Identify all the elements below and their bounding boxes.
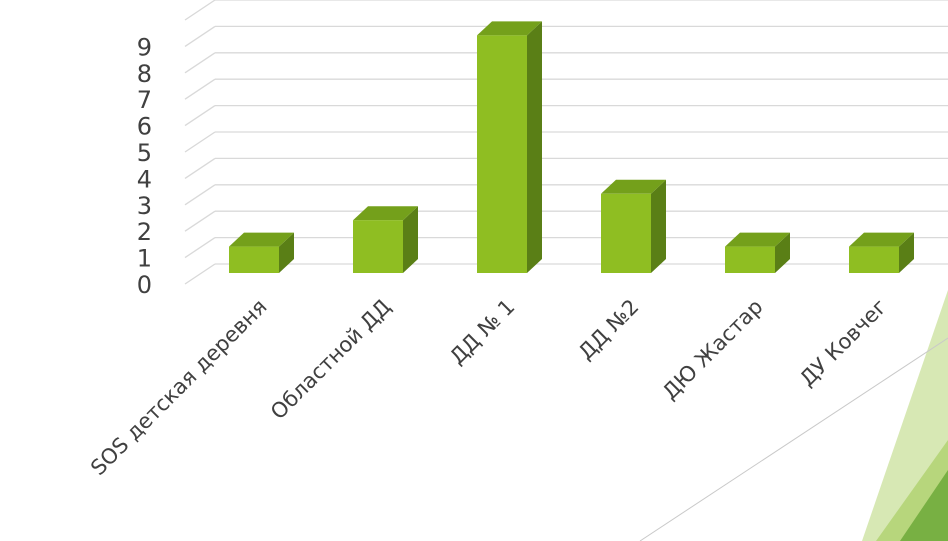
y-tick-label: 0 bbox=[137, 271, 152, 299]
y-tick-label: 5 bbox=[137, 139, 152, 167]
bars bbox=[229, 21, 914, 273]
gridline-depth bbox=[185, 0, 215, 20]
gridline-depth bbox=[185, 211, 215, 231]
y-tick-label: 3 bbox=[137, 192, 152, 220]
bar bbox=[229, 233, 294, 273]
gridline-depth bbox=[185, 79, 215, 99]
gridline-depth bbox=[185, 26, 215, 46]
bar-side bbox=[651, 180, 666, 273]
bar bbox=[725, 233, 790, 273]
x-tick-label: Областной ДД bbox=[266, 295, 396, 425]
y-tick-label: 2 bbox=[137, 218, 152, 246]
bar-front bbox=[353, 220, 403, 273]
gridline-depth bbox=[185, 185, 215, 205]
gridline-depth bbox=[185, 106, 215, 126]
gridline-depth bbox=[185, 158, 215, 178]
bar bbox=[353, 206, 418, 273]
bar-front bbox=[601, 194, 651, 273]
x-tick-label: ДД №2 bbox=[574, 295, 644, 365]
x-tick-label: ДЮ Жастар bbox=[658, 295, 768, 405]
bar-front bbox=[849, 247, 899, 273]
y-tick-label: 8 bbox=[137, 60, 152, 88]
x-tick-label: SOS детская деревня bbox=[86, 295, 272, 481]
bar bbox=[849, 233, 914, 273]
x-tick-label: ДД № 1 bbox=[445, 295, 520, 370]
x-tick-label: ДУ Ковчег bbox=[795, 295, 891, 391]
gridline-depth bbox=[185, 53, 215, 73]
y-tick-label: 7 bbox=[137, 86, 152, 114]
bar-side bbox=[527, 21, 542, 273]
gridline-depth bbox=[185, 132, 215, 152]
gridline-depth bbox=[185, 238, 215, 258]
bar-front bbox=[725, 247, 775, 273]
gridlines bbox=[185, 0, 948, 284]
slide-decoration bbox=[640, 290, 948, 541]
bar-front bbox=[229, 247, 279, 273]
bar-front bbox=[477, 35, 527, 273]
y-tick-label: 1 bbox=[137, 245, 152, 273]
gridline-depth bbox=[185, 264, 215, 284]
y-tick-label: 9 bbox=[137, 33, 152, 61]
bar bbox=[601, 180, 666, 273]
y-tick-label: 4 bbox=[137, 165, 152, 193]
y-tick-label: 6 bbox=[137, 113, 152, 141]
bar bbox=[477, 21, 542, 273]
